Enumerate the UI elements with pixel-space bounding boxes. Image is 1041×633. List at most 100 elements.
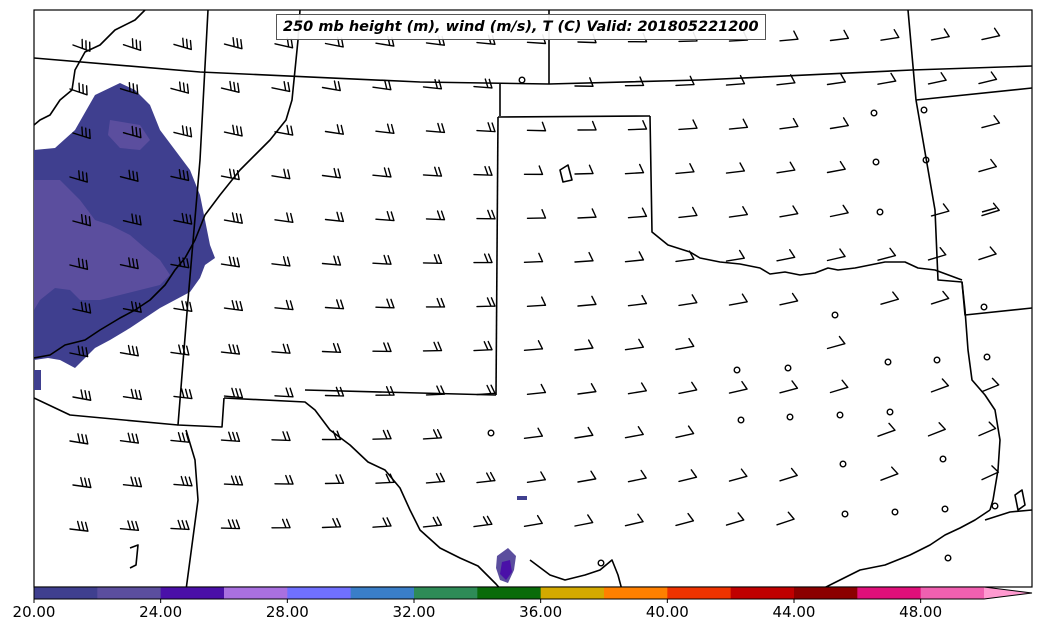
wind-barb <box>422 166 443 177</box>
wind-barb <box>321 430 342 441</box>
colorbar-segment <box>414 587 478 599</box>
wind-barb <box>372 342 392 353</box>
calm-wind-marker <box>518 76 526 84</box>
wind-barb <box>829 379 849 394</box>
wind-barb <box>170 169 190 182</box>
colorbar-segment <box>97 587 162 599</box>
calm-wind-marker <box>872 158 880 166</box>
wind-barb <box>978 71 998 85</box>
wind-barb <box>72 213 92 227</box>
wind-barb <box>122 388 142 401</box>
wind-barb <box>627 120 648 131</box>
wind-barb <box>321 167 342 179</box>
wind-barb <box>526 296 547 307</box>
wind-barb <box>829 29 850 42</box>
wind-barb <box>574 164 594 175</box>
wind-barb <box>220 256 240 268</box>
wind-barb <box>69 520 89 532</box>
wind-barb <box>372 429 392 440</box>
calm-wind-marker <box>737 416 745 424</box>
wind-barb <box>422 516 443 528</box>
wind-barb <box>271 518 291 529</box>
wind-barb <box>473 78 493 89</box>
wind-barb <box>173 125 193 138</box>
wind-barb <box>826 335 846 350</box>
wind-barb <box>69 433 89 445</box>
wind-barb <box>526 121 547 132</box>
wind-barb <box>776 511 795 526</box>
wind-barb <box>425 122 446 134</box>
colorbar-segment <box>920 587 985 599</box>
colorbar-segment <box>604 587 668 599</box>
colorbar-segment <box>857 587 922 599</box>
wind-barb <box>624 251 645 263</box>
wind-barb <box>119 169 139 182</box>
colorbar-tick-label: 32.00 <box>392 603 436 621</box>
wind-barb <box>220 431 241 442</box>
wind-barb <box>170 81 190 94</box>
wind-barb <box>72 476 92 489</box>
calm-wind-marker <box>944 554 952 562</box>
wind-barb <box>122 476 143 488</box>
calm-wind-marker <box>939 455 947 463</box>
temperature-colorbar <box>33 586 1033 603</box>
calm-wind-marker <box>839 460 847 468</box>
wind-barb <box>880 291 900 305</box>
wind-barb <box>779 467 798 482</box>
wind-barb <box>526 471 547 483</box>
wind-barb <box>675 250 695 263</box>
wind-barb <box>624 426 644 439</box>
wind-barb <box>779 30 799 42</box>
wind-barb <box>880 28 900 41</box>
wind-barb <box>577 120 597 131</box>
wind-barb <box>375 386 395 396</box>
wind-barb <box>627 294 648 307</box>
wind-barb <box>675 512 695 527</box>
wind-barb <box>170 256 190 269</box>
wind-barb <box>523 514 543 527</box>
temperature-contour-fill-light-2 <box>108 120 150 150</box>
wind-barb <box>422 341 443 352</box>
wind-barb <box>675 337 695 351</box>
temperature-contour-fill-core <box>500 560 512 580</box>
wind-barb <box>122 125 142 139</box>
colorbar-tick-label: 28.00 <box>265 603 309 621</box>
wind-barb <box>119 257 139 270</box>
wind-barb <box>930 378 950 393</box>
wind-barb <box>69 257 89 271</box>
wind-barb <box>425 297 446 308</box>
calm-wind-marker <box>784 364 792 372</box>
calm-wind-marker <box>891 508 899 516</box>
wind-barb <box>119 432 140 444</box>
wind-barb <box>779 380 799 394</box>
wind-barb <box>223 299 244 312</box>
wind-barb <box>981 202 1000 217</box>
calm-wind-marker <box>920 106 928 114</box>
calm-wind-marker <box>886 408 894 416</box>
wind-barb <box>119 520 140 531</box>
wind-barb <box>220 80 240 93</box>
wind-barb <box>526 383 547 395</box>
calm-wind-markers <box>487 76 999 567</box>
wind-barb <box>274 299 294 311</box>
map-title: 250 mb height (m), wind (m/s), T (C) Val… <box>276 14 766 40</box>
wind-barb <box>577 208 597 219</box>
wind-barb <box>574 514 594 527</box>
wind-barb <box>220 168 240 181</box>
wind-barb <box>321 255 342 266</box>
wind-barb <box>271 256 291 267</box>
colorbar-tick-label: 24.00 <box>139 603 183 621</box>
wind-barb <box>372 167 392 178</box>
wind-barb <box>675 75 695 87</box>
wind-barb <box>577 295 597 307</box>
wind-barb <box>324 211 345 223</box>
wind-barb <box>375 123 395 135</box>
wind-barb <box>122 213 142 226</box>
wind-barb <box>274 387 294 398</box>
wind-barb <box>930 28 950 41</box>
colorbar-segment <box>540 587 605 599</box>
wind-barb <box>69 345 89 358</box>
wind-barb <box>678 119 698 131</box>
temperature-fill-spot <box>34 370 41 390</box>
wind-barb <box>624 163 645 175</box>
